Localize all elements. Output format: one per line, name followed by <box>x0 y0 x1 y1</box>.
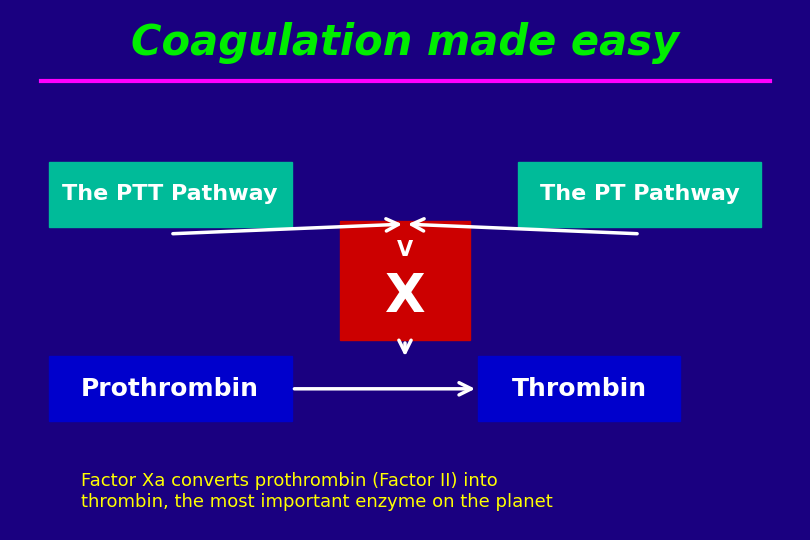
FancyBboxPatch shape <box>518 162 761 227</box>
Text: The PT Pathway: The PT Pathway <box>540 184 740 205</box>
Text: V: V <box>397 240 413 260</box>
FancyBboxPatch shape <box>478 356 680 421</box>
Text: Factor Xa converts prothrombin (Factor II) into
thrombin, the most important enz: Factor Xa converts prothrombin (Factor I… <box>81 472 552 511</box>
FancyBboxPatch shape <box>340 221 470 340</box>
Text: The PTT Pathway: The PTT Pathway <box>62 184 278 205</box>
Text: Prothrombin: Prothrombin <box>81 377 259 401</box>
Text: Thrombin: Thrombin <box>512 377 646 401</box>
Text: X: X <box>385 272 425 323</box>
Text: Coagulation made easy: Coagulation made easy <box>131 22 679 64</box>
FancyBboxPatch shape <box>49 162 292 227</box>
FancyBboxPatch shape <box>49 356 292 421</box>
